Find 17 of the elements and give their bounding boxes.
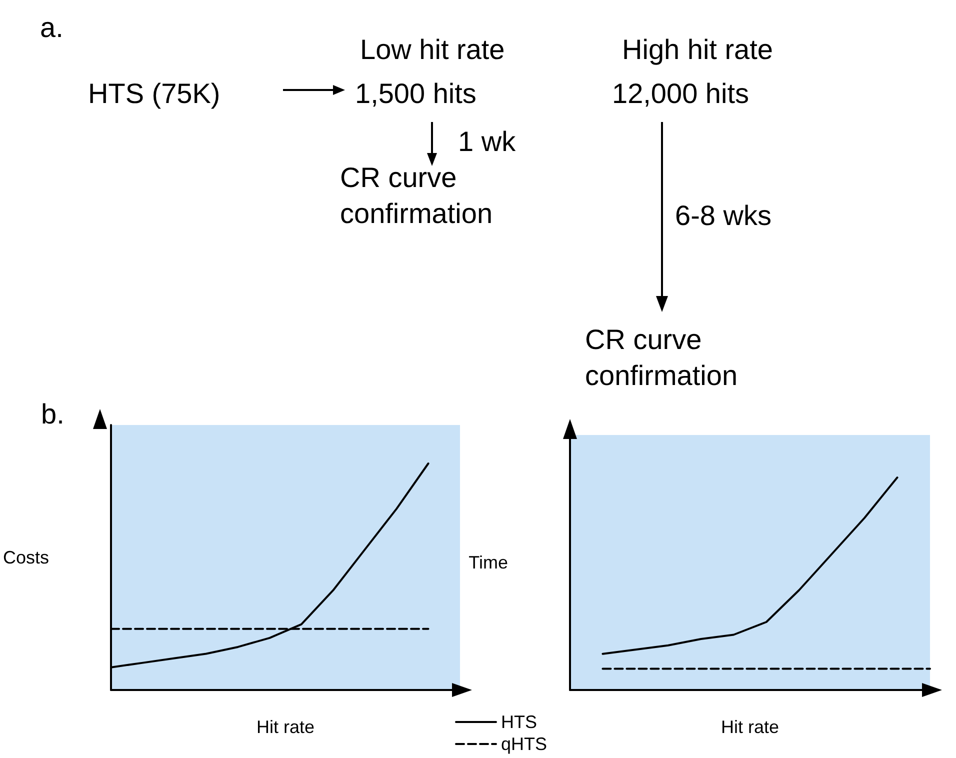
- text: HTS (75K): [88, 77, 222, 111]
- x-axis-title: Hit rate: [256, 717, 315, 737]
- text: CR curve confirmation: [340, 161, 494, 231]
- x-axis-title: Hit rate: [720, 717, 780, 737]
- text: 12,000 hits: [612, 77, 750, 111]
- legend-label: HTS: [501, 712, 537, 732]
- chart-title: b.: [41, 398, 64, 430]
- y-axis-title: Costs: [2, 548, 50, 568]
- legend-label: qHTS: [501, 734, 548, 754]
- text: High hit rate: [622, 33, 774, 67]
- text: 6-8 wks: [675, 199, 772, 233]
- text: 1 wk: [458, 125, 517, 159]
- text: 1,500 hits: [355, 77, 478, 111]
- text: CR curve confirmation: [585, 323, 739, 393]
- y-axis-title: Time: [468, 552, 508, 572]
- text: Low hit rate: [360, 33, 506, 67]
- text: a.: [40, 11, 64, 45]
